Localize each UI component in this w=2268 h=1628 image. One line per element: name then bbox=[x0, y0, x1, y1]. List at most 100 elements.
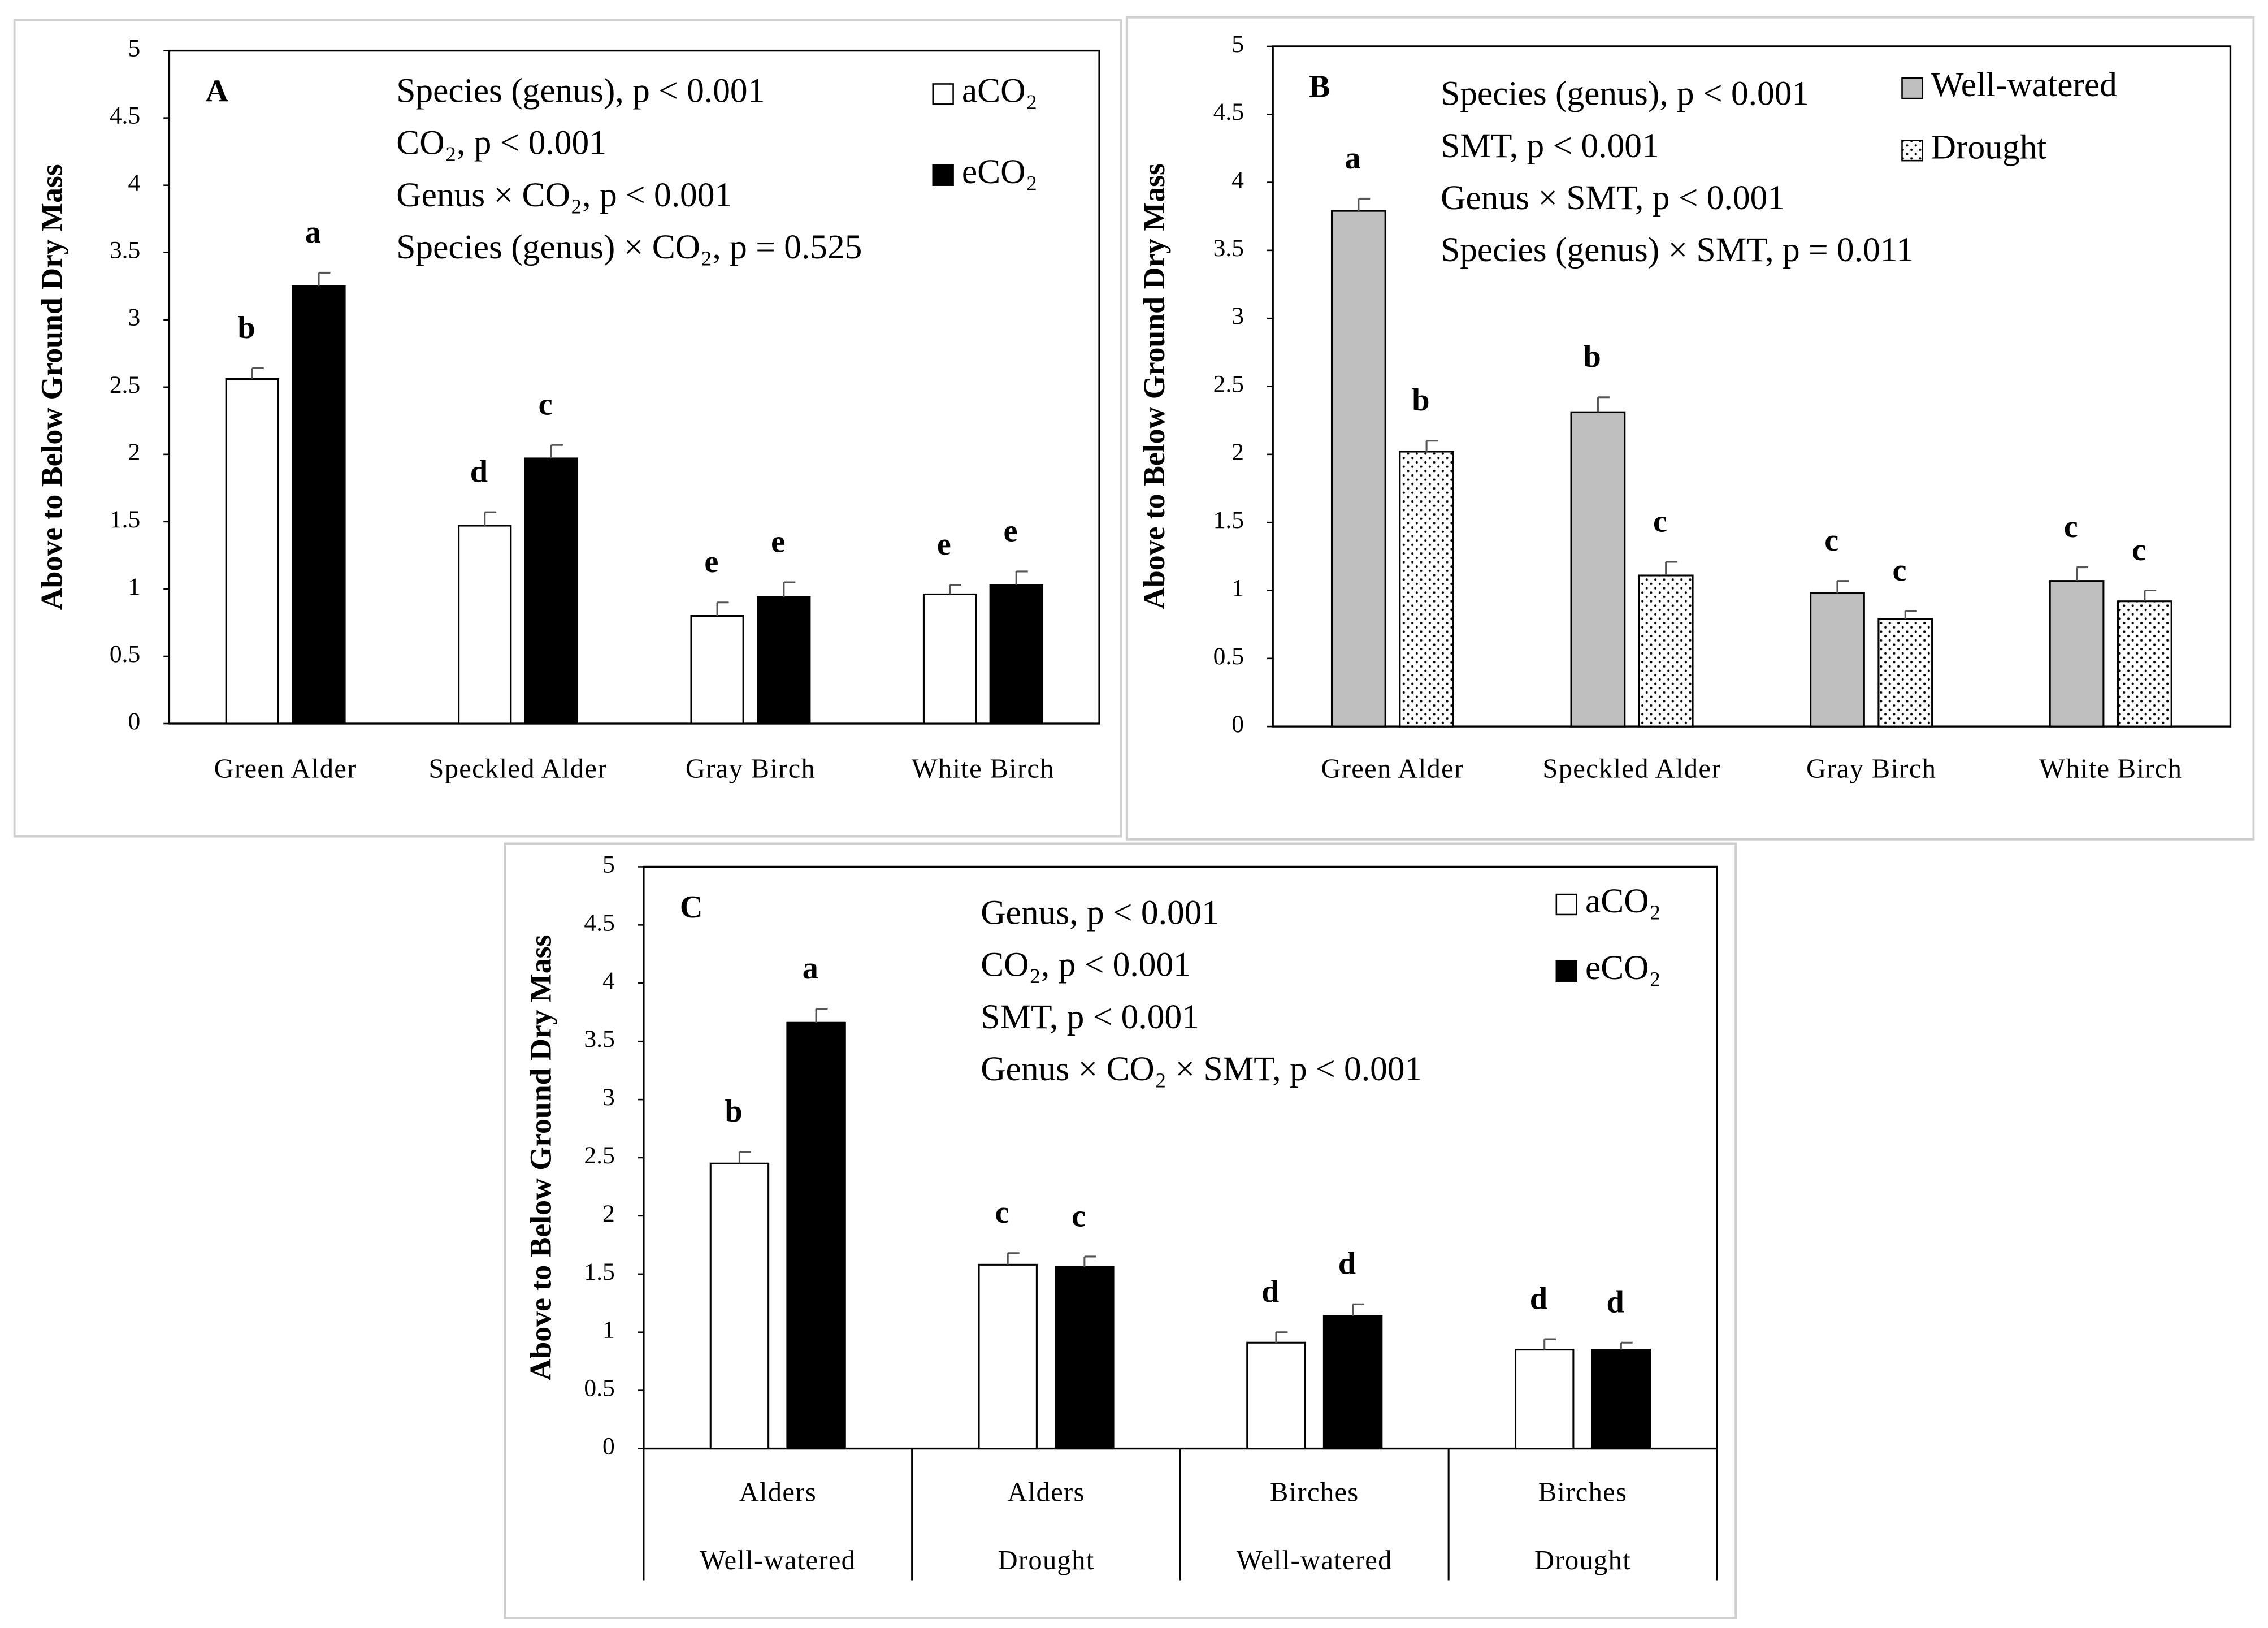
stat-annotation: Genus, p < 0.001 bbox=[981, 894, 1219, 932]
y-axis-label: Above to Below Ground Dry Mass bbox=[35, 164, 69, 610]
bar bbox=[2117, 600, 2172, 728]
stat-annotation: SMT, p < 0.001 bbox=[981, 998, 1199, 1036]
x-tick-label: White Birch bbox=[2039, 754, 2182, 784]
y-tick-label: 2 bbox=[128, 439, 141, 466]
significance-letter: d bbox=[1530, 1281, 1547, 1316]
significance-letter: a bbox=[1345, 141, 1361, 176]
y-tick-label: 5 bbox=[128, 35, 141, 62]
x-tick-label: Alders bbox=[739, 1477, 817, 1508]
y-tick-label: 0 bbox=[1231, 711, 1244, 738]
bar bbox=[1055, 1266, 1115, 1450]
significance-letter: e bbox=[1004, 513, 1018, 548]
stat-annotation: Species (genus) × SMT, p = 0.011 bbox=[1441, 231, 1914, 269]
legend-swatch bbox=[1901, 140, 1923, 162]
y-tick-label: 1.5 bbox=[1213, 506, 1244, 534]
panel-frame bbox=[13, 19, 1122, 838]
bar bbox=[292, 285, 346, 725]
y-axis-label: Above to Below Ground Dry Mass bbox=[524, 935, 558, 1381]
panel-label: A bbox=[205, 73, 228, 109]
stat-annotation: Species (genus), p < 0.001 bbox=[1441, 75, 1809, 113]
y-tick-label: 4.5 bbox=[1213, 98, 1244, 125]
bar bbox=[978, 1263, 1038, 1450]
bar bbox=[1322, 1315, 1383, 1450]
legend-label: eCO₂ bbox=[962, 153, 1038, 191]
legend-label: aCO₂ bbox=[962, 71, 1038, 110]
x-tick-label: Birches bbox=[1270, 1477, 1359, 1508]
bar bbox=[1514, 1349, 1575, 1450]
y-tick-label: 4 bbox=[1231, 167, 1244, 194]
x-tick-label: Speckled Alder bbox=[428, 754, 607, 784]
y-tick-label: 2 bbox=[602, 1200, 615, 1227]
significance-letter: e bbox=[771, 524, 785, 559]
significance-letter: d bbox=[1338, 1246, 1356, 1281]
legend-swatch bbox=[1555, 960, 1577, 982]
panel-frame bbox=[504, 842, 1737, 1619]
bar bbox=[1877, 618, 1933, 728]
bar bbox=[1399, 451, 1455, 728]
x-tick-label: Gray Birch bbox=[1806, 754, 1936, 784]
legend-label: Well-watered bbox=[1931, 66, 2117, 104]
y-tick-label: 4 bbox=[602, 967, 615, 994]
significance-letter: c bbox=[1653, 504, 1667, 539]
significance-letter: b bbox=[1584, 339, 1601, 374]
bar bbox=[2049, 580, 2105, 728]
y-tick-label: 3.5 bbox=[110, 237, 140, 264]
y-tick-label: 3 bbox=[1231, 302, 1244, 330]
bar bbox=[1330, 210, 1386, 728]
stat-annotation: SMT, p < 0.001 bbox=[1441, 127, 1659, 165]
y-tick-label: 1 bbox=[128, 573, 141, 600]
y-tick-label: 0 bbox=[128, 708, 141, 735]
y-tick-label: 0 bbox=[602, 1433, 615, 1460]
bar bbox=[1591, 1349, 1651, 1450]
significance-letter: c bbox=[539, 387, 553, 422]
stat-annotation: Genus × CO₂, p < 0.001 bbox=[396, 176, 732, 214]
y-tick-label: 1 bbox=[602, 1317, 615, 1344]
bar bbox=[709, 1162, 770, 1450]
significance-letter: a bbox=[305, 215, 321, 250]
bar bbox=[757, 596, 811, 725]
x-tick-label: Gray Birch bbox=[686, 754, 816, 784]
panel-label: C bbox=[680, 890, 703, 925]
legend-label: aCO₂ bbox=[1585, 882, 1661, 920]
x-tick-label: Green Alder bbox=[214, 754, 357, 784]
significance-letter: e bbox=[704, 544, 718, 579]
significance-letter: d bbox=[1261, 1274, 1279, 1309]
panel-label: B bbox=[1309, 70, 1330, 105]
significance-letter: d bbox=[470, 454, 488, 490]
y-tick-label: 2 bbox=[1231, 439, 1244, 466]
stat-annotation: CO₂, p < 0.001 bbox=[396, 124, 606, 162]
bar bbox=[1638, 574, 1694, 728]
y-tick-label: 3 bbox=[602, 1084, 615, 1111]
stat-annotation: Genus × SMT, p < 0.001 bbox=[1441, 179, 1785, 217]
y-tick-label: 3.5 bbox=[1213, 235, 1244, 262]
significance-letter: d bbox=[1606, 1285, 1624, 1320]
bar bbox=[1570, 411, 1626, 728]
bar bbox=[1810, 592, 1865, 728]
y-tick-label: 1 bbox=[1231, 574, 1244, 601]
y-tick-label: 4.5 bbox=[110, 102, 140, 129]
legend-swatch bbox=[1555, 893, 1577, 916]
bar bbox=[922, 593, 977, 725]
x-tick-label: Drought bbox=[998, 1545, 1095, 1575]
x-tick-label: Well-watered bbox=[1237, 1545, 1393, 1575]
y-tick-label: 0.5 bbox=[584, 1375, 614, 1402]
stat-annotation: Species (genus), p < 0.001 bbox=[396, 71, 765, 110]
significance-letter: c bbox=[1893, 553, 1907, 588]
bar bbox=[225, 378, 279, 725]
panel-frame bbox=[1125, 16, 2255, 841]
y-tick-label: 3 bbox=[128, 304, 141, 331]
stat-annotation: CO₂, p < 0.001 bbox=[981, 946, 1191, 984]
y-tick-label: 2.5 bbox=[110, 371, 140, 399]
significance-letter: c bbox=[1824, 523, 1838, 558]
stat-annotation: Species (genus) × CO₂, p = 0.525 bbox=[396, 228, 862, 266]
significance-letter: c bbox=[1072, 1198, 1086, 1233]
x-tick-label: White Birch bbox=[912, 754, 1055, 784]
y-tick-label: 1.5 bbox=[110, 506, 140, 533]
x-tick-label: Drought bbox=[1534, 1545, 1631, 1575]
bar bbox=[524, 457, 579, 725]
stat-annotation: Genus × CO₂ × SMT, p < 0.001 bbox=[981, 1050, 1422, 1088]
y-axis-label: Above to Below Ground Dry Mass bbox=[1137, 163, 1171, 609]
y-tick-label: 0.5 bbox=[110, 640, 140, 668]
